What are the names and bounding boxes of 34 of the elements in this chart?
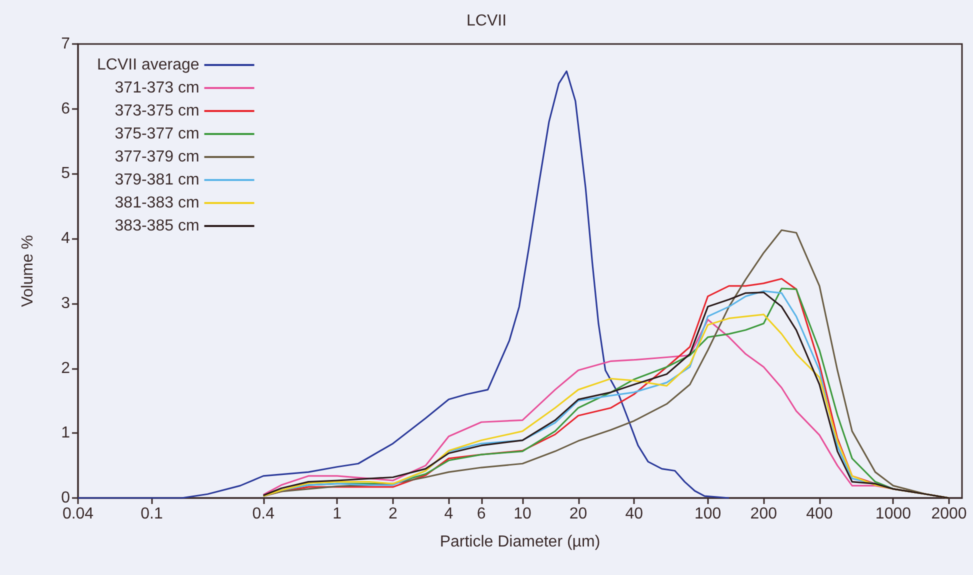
legend-label: 379-381 cm	[114, 172, 200, 188]
x-tick-label: 100	[694, 506, 722, 522]
x-tick-label: 6	[476, 506, 486, 522]
y-tick-label: 2	[61, 360, 70, 377]
x-tick-label: 0.4	[252, 506, 275, 522]
legend-label: 381-383 cm	[114, 194, 200, 212]
chart-title: LCVII	[466, 12, 507, 30]
legend-label: 375-377 cm	[114, 126, 200, 142]
x-tick-label: 20	[569, 506, 588, 522]
y-tick-label: 0	[61, 490, 70, 506]
y-tick-label: 7	[61, 36, 70, 52]
x-tick-label: 10	[514, 506, 532, 522]
legend-label: 383-385 cm	[114, 218, 200, 234]
x-tick-label: 40	[625, 506, 644, 522]
x-tick-label: 1	[332, 506, 342, 522]
y-tick-label: 6	[61, 100, 70, 118]
x-tick-label: 200	[750, 506, 778, 522]
x-axis-title: Particle Diameter (µm)	[440, 534, 600, 550]
legend-label: 371-373 cm	[114, 80, 200, 96]
x-tick-label: 2000	[931, 506, 967, 522]
y-tick-label: 3	[61, 294, 70, 312]
y-tick-label: 1	[61, 424, 70, 442]
x-tick-label: 0.04	[62, 506, 94, 522]
x-tick-label: 4	[444, 506, 454, 522]
legend-label: 377-379 cm	[114, 148, 200, 166]
x-tick-label: 400	[806, 506, 833, 522]
legend-label: 373-375 cm	[114, 102, 200, 120]
y-tick-label: 4	[61, 230, 70, 248]
y-axis-title: Volume %	[20, 234, 36, 308]
x-tick-label: 2	[388, 506, 398, 522]
legend-label: LCVII average	[97, 56, 200, 74]
x-tick-label: 1000	[875, 506, 912, 522]
x-tick-label: 0.1	[140, 506, 163, 522]
y-tick-label: 5	[61, 165, 70, 182]
